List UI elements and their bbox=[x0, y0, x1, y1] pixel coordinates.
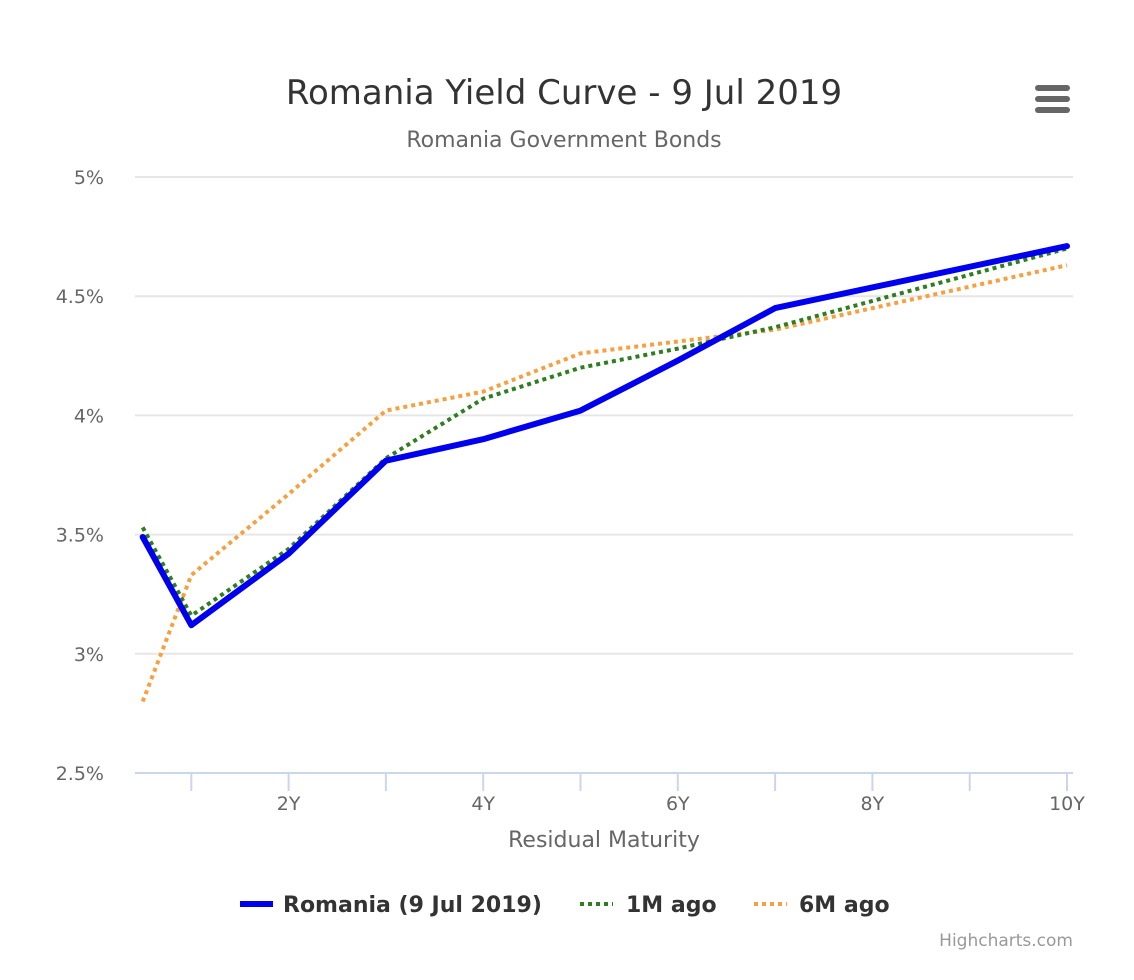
credits-link[interactable]: Highcharts.com bbox=[939, 931, 1073, 951]
x-tick-label: 8Y bbox=[861, 793, 885, 815]
legend: Romania (9 Jul 2019) 1M ago 6M ago bbox=[240, 893, 890, 918]
x-tick-label: 2Y bbox=[277, 793, 301, 815]
series-line-0[interactable] bbox=[139, 243, 1070, 629]
hamburger-menu-icon-bar bbox=[1035, 107, 1070, 113]
chart-subtitle: Romania Government Bonds bbox=[406, 128, 721, 153]
chart-title: Romania Yield Curve - 9 Jul 2019 bbox=[286, 73, 842, 113]
series-line-2[interactable] bbox=[140, 263, 1068, 703]
y-tick-label: 2.5% bbox=[56, 763, 104, 785]
hamburger-menu-icon-bar bbox=[1035, 85, 1070, 91]
y-tick-label: 3.5% bbox=[56, 525, 104, 547]
y-tick-label: 3% bbox=[74, 644, 104, 666]
y-tick-label: 5% bbox=[74, 167, 104, 189]
hamburger-menu-icon[interactable] bbox=[1035, 85, 1070, 113]
legend-item-2[interactable]: 6M ago bbox=[754, 893, 890, 918]
y-tick-label: 4% bbox=[74, 405, 104, 427]
legend-label: 1M ago bbox=[626, 893, 717, 918]
y-tick-label: 4.5% bbox=[56, 286, 104, 308]
hamburger-menu-icon-bar bbox=[1035, 96, 1070, 102]
legend-label: Romania (9 Jul 2019) bbox=[283, 893, 542, 918]
x-axis: 2Y 4Y 6Y 8Y 10Y bbox=[135, 772, 1085, 815]
legend-label: 6M ago bbox=[799, 893, 890, 918]
legend-item-0[interactable]: Romania (9 Jul 2019) bbox=[240, 893, 542, 918]
legend-item-1[interactable]: 1M ago bbox=[580, 893, 717, 918]
series-line-1[interactable] bbox=[140, 246, 1068, 618]
plot-series bbox=[139, 243, 1070, 703]
x-tick-label: 6Y bbox=[666, 793, 690, 815]
x-axis-title: Residual Maturity bbox=[508, 828, 700, 853]
grid-lines bbox=[135, 176, 1073, 655]
chart-menu-button[interactable] bbox=[1028, 80, 1076, 118]
y-axis-labels: 2.5% 3% 3.5% 4% 4.5% 5% bbox=[56, 167, 104, 785]
x-tick-label: 4Y bbox=[471, 793, 495, 815]
x-tick-label: 10Y bbox=[1049, 793, 1085, 815]
